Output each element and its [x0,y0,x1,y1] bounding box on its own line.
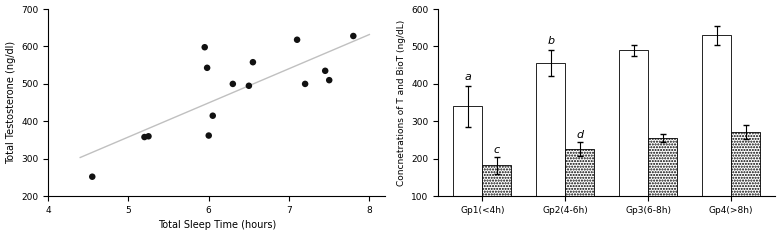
Point [142,135,155,138]
Text: b: b [547,37,555,46]
Y-axis label: Concnetrations of T and BioT (ng/dL): Concnetrations of T and BioT (ng/dL) [397,20,405,186]
Point [202,134,215,137]
Point [201,66,213,70]
Point [299,82,312,86]
Point [347,34,359,38]
Bar [648,138,677,234]
Point [247,60,259,64]
Point [291,38,303,42]
Point [323,78,336,82]
X-axis label: Total Sleep Time (hours): Total Sleep Time (hours) [158,220,276,230]
Point [319,69,331,73]
Bar [731,132,760,234]
Y-axis label: Total Testosterone (ng/dl): Total Testosterone (ng/dl) [5,41,16,164]
Point [243,84,255,88]
Point [226,82,239,86]
Bar [483,165,512,234]
Point [86,175,98,179]
Bar [537,63,565,234]
Text: d: d [576,130,583,140]
Point [206,114,219,118]
Text: c: c [494,145,500,155]
Bar [702,35,731,234]
Point [138,135,151,139]
Text: a: a [465,72,472,82]
Bar [454,106,483,234]
Bar [565,149,594,234]
Bar [619,50,648,234]
Point [198,45,211,49]
